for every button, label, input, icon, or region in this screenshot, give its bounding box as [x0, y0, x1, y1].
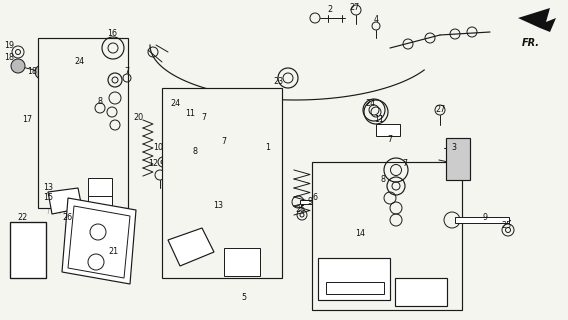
Text: 26: 26: [62, 213, 72, 222]
Bar: [376, 124, 400, 136]
Text: 17: 17: [22, 116, 32, 124]
Text: 7: 7: [403, 159, 408, 169]
Circle shape: [88, 254, 104, 270]
Text: 15: 15: [43, 193, 53, 202]
Text: 7: 7: [124, 68, 130, 76]
Circle shape: [11, 59, 25, 73]
Text: 27: 27: [350, 4, 360, 12]
Bar: [10, 222, 46, 278]
Bar: [162, 88, 282, 278]
Text: 7: 7: [202, 114, 207, 123]
Text: 25: 25: [501, 221, 511, 230]
Text: 22: 22: [18, 213, 28, 222]
Polygon shape: [62, 198, 136, 284]
Text: FR.: FR.: [522, 38, 540, 48]
Text: 19: 19: [4, 42, 14, 51]
Bar: [182, 118, 202, 128]
Text: 16: 16: [107, 29, 117, 38]
Bar: [395, 278, 447, 306]
Bar: [312, 162, 462, 310]
Text: 24: 24: [365, 100, 375, 108]
Bar: [10, 222, 46, 278]
Text: 18: 18: [4, 52, 14, 61]
Text: 6: 6: [312, 194, 318, 203]
Bar: [88, 192, 112, 210]
Text: 11: 11: [374, 116, 384, 124]
Text: 13: 13: [213, 202, 223, 211]
Text: 13: 13: [43, 183, 53, 193]
Text: 7: 7: [222, 138, 227, 147]
Text: 7: 7: [387, 135, 392, 145]
Text: 5: 5: [241, 293, 247, 302]
Text: 9: 9: [482, 213, 487, 222]
Text: 24: 24: [74, 58, 84, 67]
Text: 10: 10: [153, 143, 163, 153]
Bar: [446, 138, 470, 180]
Text: 21: 21: [108, 247, 118, 257]
Text: 14: 14: [355, 229, 365, 238]
Text: 1: 1: [265, 143, 270, 153]
Text: 9: 9: [307, 197, 312, 206]
Polygon shape: [168, 228, 214, 266]
Text: 8: 8: [193, 148, 198, 156]
Bar: [318, 258, 390, 300]
Circle shape: [35, 65, 49, 79]
Text: 20: 20: [133, 114, 143, 123]
Text: 8: 8: [381, 175, 386, 185]
Text: 8: 8: [98, 98, 102, 107]
Text: 18: 18: [27, 68, 37, 76]
Circle shape: [90, 224, 106, 240]
Bar: [88, 178, 112, 196]
Polygon shape: [518, 8, 556, 32]
Text: 24: 24: [170, 100, 180, 108]
Bar: [326, 282, 384, 294]
Text: 23: 23: [273, 77, 283, 86]
Text: 4: 4: [374, 15, 378, 25]
Text: 3: 3: [452, 143, 457, 153]
Text: 2: 2: [327, 5, 332, 14]
Bar: [300, 200, 330, 204]
Bar: [455, 217, 509, 223]
Text: 12: 12: [148, 158, 158, 167]
Text: 25: 25: [295, 205, 305, 214]
Text: 11: 11: [185, 109, 195, 118]
Text: 27: 27: [435, 106, 445, 115]
Bar: [224, 248, 260, 276]
Polygon shape: [48, 188, 82, 214]
Bar: [38, 38, 128, 208]
